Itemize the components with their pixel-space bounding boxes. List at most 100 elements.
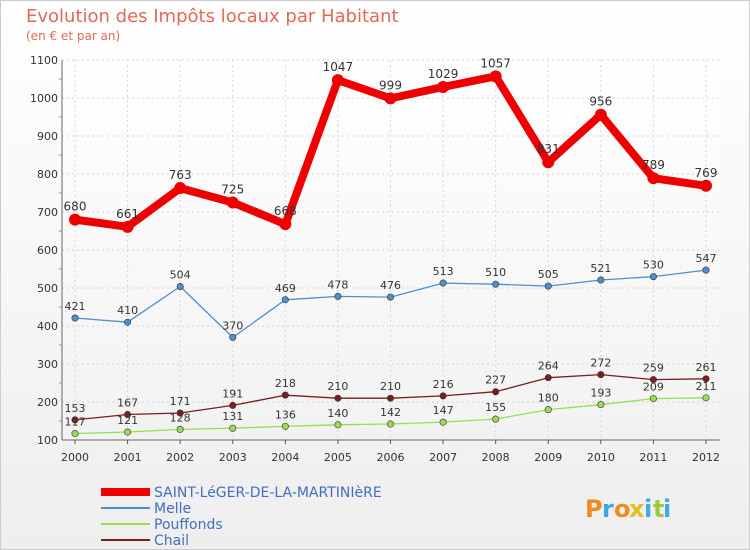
- data-label: 216: [433, 378, 454, 391]
- data-point: [386, 293, 394, 301]
- data-label: 211: [696, 380, 717, 393]
- x-tick-label: 2003: [219, 451, 247, 464]
- x-tick-label: 2012: [692, 451, 720, 464]
- data-label: 725: [221, 183, 244, 197]
- data-label: 209: [643, 381, 664, 394]
- y-tick-label: 500: [37, 282, 58, 295]
- data-point: [281, 296, 289, 304]
- data-point: [229, 333, 237, 341]
- x-tick-label: 2007: [429, 451, 457, 464]
- data-label: 370: [222, 319, 243, 332]
- data-point: [176, 409, 184, 417]
- data-label: 521: [590, 262, 611, 275]
- data-label: 668: [274, 204, 297, 218]
- x-tick-label: 2005: [324, 451, 352, 464]
- data-point: [176, 282, 184, 290]
- data-label: 131: [222, 410, 243, 423]
- legend-label: Chail: [154, 533, 189, 549]
- series-pouffonds: 117121128131136140142147155180193209211: [65, 380, 717, 438]
- data-point: [489, 70, 502, 83]
- data-point: [439, 418, 447, 426]
- data-point: [331, 74, 344, 87]
- data-label: 680: [64, 200, 87, 214]
- data-point: [229, 424, 237, 432]
- data-point: [124, 318, 132, 326]
- data-label: 167: [117, 397, 138, 410]
- data-point: [700, 179, 712, 192]
- data-point: [226, 196, 239, 209]
- data-point: [334, 394, 342, 402]
- data-point: [384, 92, 397, 105]
- data-label: 272: [590, 357, 611, 370]
- legend-label: Pouffonds: [154, 517, 223, 533]
- data-point: [71, 416, 79, 424]
- data-point: [544, 406, 552, 414]
- data-point: [492, 388, 500, 396]
- x-tick-label: 2002: [166, 451, 194, 464]
- brand-letter: x: [629, 495, 645, 523]
- chart-subtitle: (en € et par an): [26, 29, 120, 43]
- x-tick-label: 2008: [482, 451, 510, 464]
- legend-label: Melle: [154, 501, 191, 517]
- data-point: [229, 401, 237, 409]
- data-label: 513: [433, 265, 454, 278]
- data-label: 264: [538, 360, 559, 373]
- data-point: [124, 411, 132, 419]
- y-tick-label: 200: [37, 396, 58, 409]
- data-point: [702, 394, 710, 402]
- data-label: 661: [116, 207, 139, 221]
- x-tick-label: 2006: [377, 451, 405, 464]
- series-main: 680 661 763 725 668 1047 999 1029 1057 831 956 789 7…: [64, 56, 718, 233]
- chart-title: Evolution des Impôts locaux par Habitant: [26, 6, 399, 27]
- brand-letter: o: [614, 495, 631, 523]
- data-label: 128: [170, 411, 191, 424]
- data-label: 831: [537, 142, 560, 156]
- data-label: 210: [380, 380, 401, 393]
- y-tick-label: 1000: [30, 92, 58, 105]
- data-label: 763: [169, 168, 192, 182]
- x-tick-label: 2000: [61, 451, 89, 464]
- data-label: 478: [327, 278, 348, 291]
- y-tick-label: 800: [37, 168, 58, 181]
- legend: SAINT-LéGER-DE-LA-MARTINIèREMellePouffon…: [101, 485, 382, 549]
- data-point: [542, 156, 555, 169]
- data-point: [124, 428, 132, 436]
- data-point: [121, 220, 134, 233]
- x-tick-label: 2010: [587, 451, 615, 464]
- data-point: [439, 392, 447, 400]
- brand-letter: t: [653, 495, 664, 523]
- data-point: [71, 430, 79, 438]
- data-point: [492, 415, 500, 423]
- data-point: [334, 292, 342, 300]
- data-label: 999: [379, 78, 402, 92]
- data-label: 1047: [323, 60, 354, 74]
- data-label: 136: [275, 408, 296, 421]
- y-tick-label: 900: [37, 130, 58, 143]
- data-label: 142: [380, 406, 401, 419]
- data-label: 769: [695, 166, 718, 180]
- y-tick-label: 300: [37, 358, 58, 371]
- data-label: 510: [485, 266, 506, 279]
- brand-letter: P: [585, 495, 603, 523]
- data-label: 180: [538, 392, 559, 405]
- data-point: [702, 375, 710, 383]
- data-label: 261: [696, 361, 717, 374]
- data-point: [597, 371, 605, 379]
- data-point: [597, 276, 605, 284]
- data-point: [279, 218, 292, 231]
- data-point: [594, 108, 607, 121]
- data-label: 210: [327, 380, 348, 393]
- data-point: [649, 376, 657, 384]
- y-tick-label: 100: [37, 434, 58, 447]
- brand-letter: r: [602, 495, 614, 523]
- data-label: 504: [170, 268, 191, 281]
- data-label: 476: [380, 279, 401, 292]
- data-label: 1057: [480, 56, 511, 70]
- y-tick-label: 1100: [30, 54, 58, 67]
- data-point: [71, 314, 79, 322]
- data-label: 140: [327, 407, 348, 420]
- data-point: [544, 282, 552, 290]
